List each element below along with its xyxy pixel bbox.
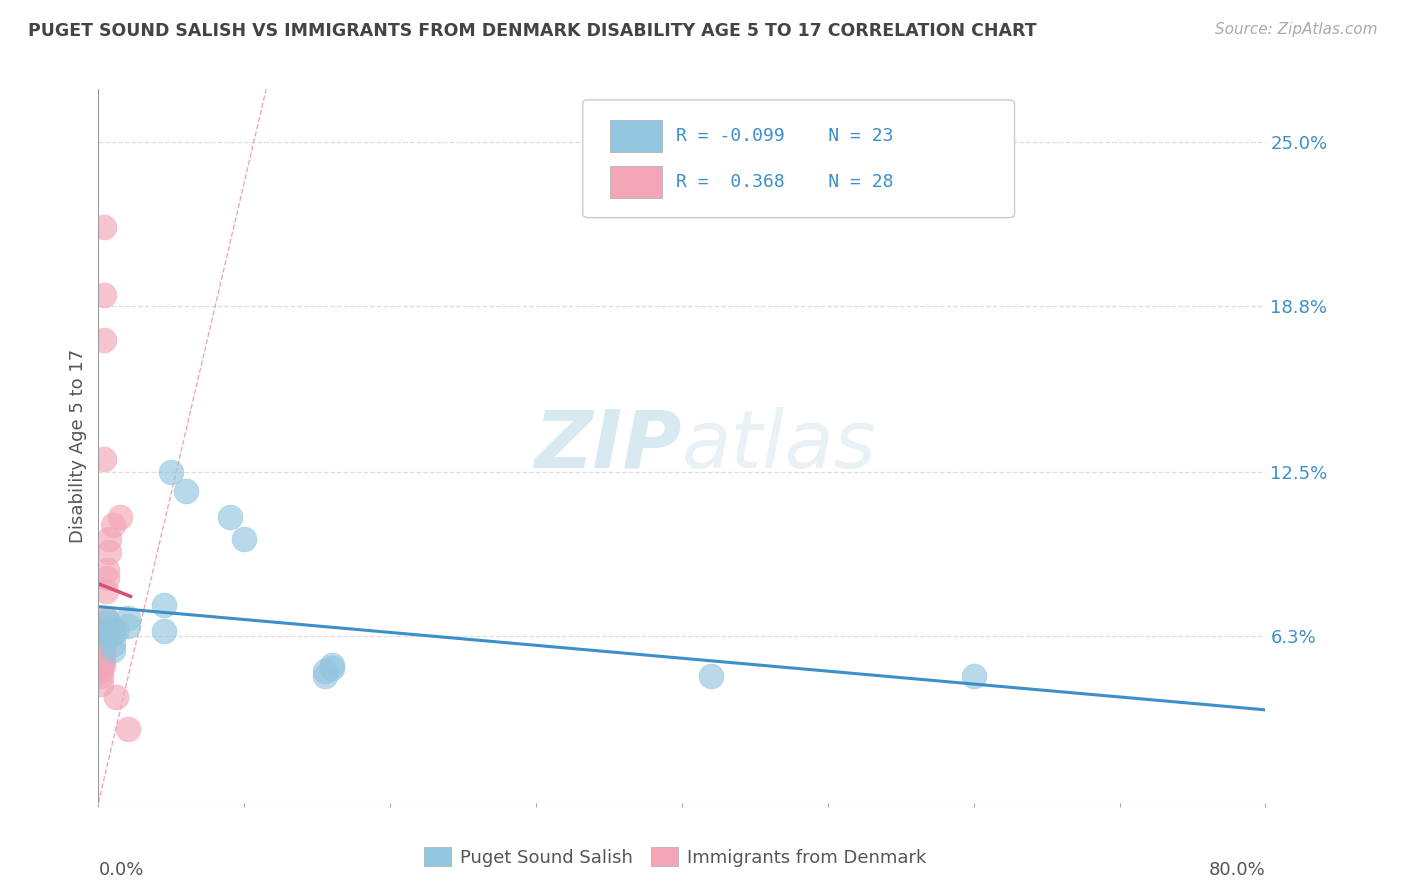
Point: [91, 637, 114, 651]
Point: [90, 669, 112, 683]
Text: ZIP: ZIP: [534, 407, 682, 485]
Point: [101, 642, 124, 657]
Point: [98, 629, 121, 643]
Point: [91, 653, 114, 667]
Point: [160, 466, 183, 480]
Point: [104, 624, 127, 638]
Point: [321, 658, 343, 673]
Point: [314, 669, 336, 683]
Point: [93, 624, 115, 638]
Point: [90, 642, 112, 657]
Text: R =  0.368    N = 28: R = 0.368 N = 28: [676, 173, 894, 191]
Point: [97, 629, 120, 643]
Point: [174, 483, 197, 498]
Point: [101, 624, 124, 638]
Point: [101, 637, 124, 651]
Point: [90, 650, 112, 665]
Point: [93, 452, 115, 467]
Bar: [610, 120, 662, 152]
Point: [96, 616, 118, 631]
Point: [314, 664, 336, 678]
Point: [117, 611, 139, 625]
Point: [97, 532, 120, 546]
Point: [90, 677, 112, 691]
Point: [233, 532, 256, 546]
Point: [218, 510, 240, 524]
Point: [93, 333, 115, 347]
Point: [153, 624, 176, 638]
Text: R = -0.099    N = 23: R = -0.099 N = 23: [676, 127, 894, 145]
Point: [104, 690, 127, 704]
Bar: [610, 166, 662, 198]
Point: [117, 722, 139, 736]
Point: [962, 669, 984, 683]
Point: [98, 621, 121, 635]
Point: [91, 642, 114, 657]
Point: [117, 618, 139, 632]
Point: [93, 288, 115, 302]
Legend: Puget Sound Salish, Immigrants from Denmark: Puget Sound Salish, Immigrants from Denm…: [416, 840, 934, 874]
Point: [91, 648, 114, 662]
Point: [94, 611, 117, 625]
Text: Source: ZipAtlas.com: Source: ZipAtlas.com: [1215, 22, 1378, 37]
Point: [110, 510, 132, 524]
Point: [94, 584, 117, 599]
Point: [90, 658, 112, 673]
Point: [101, 518, 124, 533]
Point: [700, 669, 723, 683]
Point: [321, 661, 343, 675]
Point: [93, 219, 115, 234]
Text: 0.0%: 0.0%: [98, 861, 143, 879]
Point: [96, 563, 118, 577]
Text: PUGET SOUND SALISH VS IMMIGRANTS FROM DENMARK DISABILITY AGE 5 TO 17 CORRELATION: PUGET SOUND SALISH VS IMMIGRANTS FROM DE…: [28, 22, 1036, 40]
Point: [96, 614, 118, 628]
Point: [91, 632, 114, 646]
Point: [153, 598, 176, 612]
Point: [90, 664, 112, 678]
FancyBboxPatch shape: [582, 100, 1015, 218]
Point: [90, 637, 112, 651]
Point: [91, 658, 114, 673]
Y-axis label: Disability Age 5 to 17: Disability Age 5 to 17: [69, 349, 87, 543]
Text: 80.0%: 80.0%: [1209, 861, 1265, 879]
Point: [96, 571, 118, 585]
Point: [97, 545, 120, 559]
Text: atlas: atlas: [682, 407, 877, 485]
